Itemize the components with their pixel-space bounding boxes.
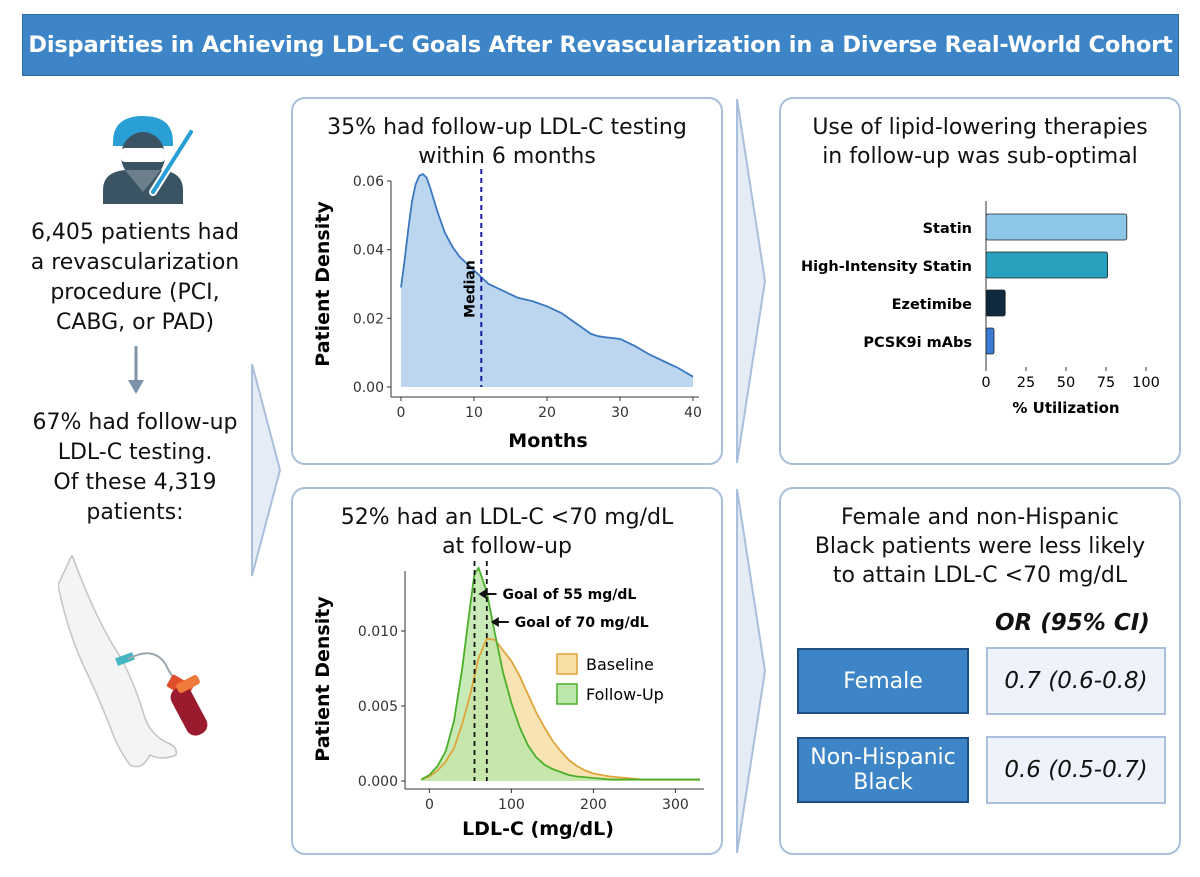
category-label: PCSK9i mAbs	[863, 335, 972, 351]
x-tick-label: 25	[1017, 375, 1035, 391]
density-line-follow-up	[420, 566, 700, 781]
goal-arrow-head	[490, 617, 499, 627]
legend-label: Baseline	[586, 655, 654, 674]
panel-followup-testing: 35% had follow-up LDL-C testing within 6…	[291, 97, 723, 465]
left-text-line: procedure (PCI,	[50, 280, 220, 305]
surgeon-icon	[103, 116, 195, 204]
bar-statin	[985, 213, 1128, 241]
y-tick-label: 0.06	[353, 174, 384, 190]
median-label: Median	[462, 260, 478, 318]
panel-title-line: to attain LDL-C <70 mg/dL	[832, 563, 1128, 588]
category-label: Black	[853, 770, 913, 795]
x-axis-label: % Utilization	[1012, 399, 1119, 417]
goal-label: Goal of 70 mg/dL	[515, 615, 649, 631]
chevron-right-icon	[251, 363, 282, 577]
x-tick-label: 100	[498, 797, 525, 813]
x-tick-label: 0	[397, 405, 406, 421]
category-label: Statin	[923, 221, 972, 237]
density-line-baseline	[420, 637, 700, 781]
left-text-line: CABG, or PAD)	[55, 310, 215, 335]
x-tick-label: 0	[425, 797, 434, 813]
legend-swatch	[556, 653, 578, 675]
y-tick-label: 0.000	[358, 774, 398, 790]
left-text-line: 6,405 patients had	[30, 220, 240, 245]
or-value-female: 0.7 (0.6-0.8)	[986, 647, 1166, 715]
x-tick-label: 100	[1132, 375, 1160, 391]
density-area	[401, 174, 693, 387]
panel-title-line: Black patients were less likely	[814, 534, 1146, 559]
category-non-hispanic-black: Non-Hispanic Black	[797, 737, 969, 803]
category-label: Non-Hispanic	[810, 745, 956, 770]
chevron-right-icon	[736, 98, 767, 464]
left-text-line: a revascularization	[30, 250, 240, 275]
panel-title-line: 35% had follow-up LDL-C testing	[327, 115, 687, 140]
legend-swatch	[556, 683, 578, 705]
page-title: Disparities in Achieving LDL-C Goals Aft…	[22, 14, 1179, 76]
down-arrow-icon	[128, 346, 144, 394]
category-female: Female	[797, 648, 969, 714]
density-line	[400, 173, 694, 378]
goal-label: Goal of 55 mg/dL	[503, 587, 637, 603]
panel-lipid-therapies: Use of lipid-lowering therapies in follo…	[779, 97, 1181, 465]
x-tick-label: 75	[1097, 375, 1115, 391]
x-tick-label: 30	[611, 405, 629, 421]
left-text-line: Of these 4,319	[53, 470, 217, 495]
y-axis-label: Patient Density	[312, 201, 334, 367]
left-text-line: 67% had follow-up	[32, 410, 238, 435]
density-area-follow-up	[421, 568, 700, 781]
x-axis-label: Months	[508, 430, 587, 452]
or-value-non-hispanic-black: 0.6 (0.5-0.7)	[986, 736, 1166, 804]
y-axis-label: Patient Density	[312, 596, 334, 762]
category-label: Ezetimibe	[892, 297, 973, 313]
y-tick-label: 0.02	[353, 311, 384, 327]
x-tick-label: 20	[538, 405, 556, 421]
chevron-right-icon	[736, 488, 767, 854]
bar-high-intensity-statin	[985, 251, 1108, 279]
therapy-utilization-chart: Statin High-Intensity Statin Ezetimibe PCSK…	[801, 201, 1160, 417]
y-tick-label: 0.005	[358, 699, 398, 715]
x-tick-label: 50	[1057, 375, 1075, 391]
panel-title-line: at follow-up	[442, 534, 572, 559]
y-tick-label: 0.010	[358, 624, 398, 640]
panel-ldl-goal: 52% had an LDL-C <70 mg/dL at follow-up …	[291, 487, 723, 855]
category-label: Female	[843, 668, 923, 694]
goal-arrow-head	[478, 589, 487, 599]
category-label: High-Intensity Statin	[801, 259, 972, 275]
x-tick-label: 0	[981, 375, 990, 391]
y-tick-label: 0.04	[353, 243, 384, 259]
bar-ezetimibe	[985, 289, 1006, 317]
x-tick-label: 10	[465, 405, 483, 421]
arm-blood-draw-icon	[58, 555, 208, 768]
legend-label: Follow-Up	[586, 685, 664, 704]
left-text-line: patients:	[86, 500, 184, 525]
x-tick-label: 200	[580, 797, 607, 813]
panel-title-line: Use of lipid-lowering therapies	[812, 115, 1148, 140]
panel-title-line: within 6 months	[418, 144, 596, 169]
panel-title-line: Female and non-Hispanic	[841, 505, 1119, 530]
months-density-chart: Median 0 10 20 30 40 0.00 0.02 0.04 0.06 Months Pat…	[312, 169, 702, 452]
x-tick-label: 300	[662, 797, 689, 813]
y-tick-label: 0.00	[353, 380, 384, 396]
bar-pcsk9i-mabs	[985, 327, 995, 355]
panel-title-line: 52% had an LDL-C <70 mg/dL	[340, 505, 674, 530]
x-axis-label: LDL-C (mg/dL)	[462, 818, 614, 840]
panel-odds-ratios: Female and non-Hispanic Black patients w…	[779, 487, 1181, 855]
or-header: OR (95% CI)	[995, 610, 1150, 636]
ldl-density-chart: Goal of 55 mg/dL Goal of 70 mg/dL Baseline…	[312, 561, 704, 840]
left-text-line: LDL-C testing.	[57, 440, 213, 465]
x-tick-label: 40	[684, 405, 702, 421]
panel-title-line: in follow-up was sub-optimal	[822, 144, 1138, 169]
